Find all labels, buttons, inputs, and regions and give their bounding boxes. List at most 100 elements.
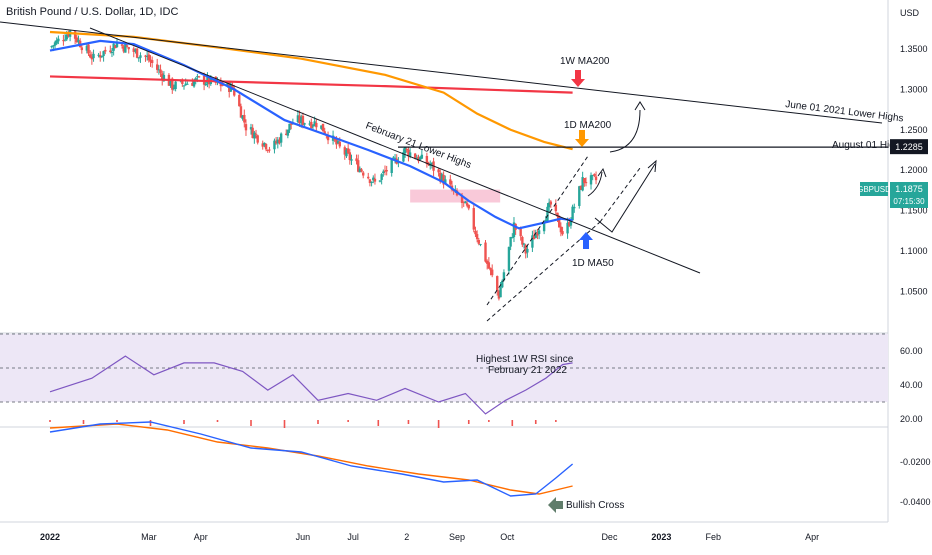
candle-body — [405, 148, 408, 150]
candle-body — [373, 178, 377, 182]
candle-body — [507, 246, 511, 271]
rsi-tick-label: 60.00 — [900, 346, 923, 356]
price-tick-label: 1.0500 — [900, 286, 928, 296]
candle-body — [594, 176, 598, 181]
candle-body — [204, 83, 207, 86]
candle-body — [192, 80, 196, 87]
candle-body — [120, 44, 124, 46]
time-tick-label: Dec — [601, 532, 618, 542]
macd-histogram-bar — [534, 420, 537, 424]
candle-body — [460, 195, 464, 203]
candle-body — [474, 231, 477, 235]
candle-body — [444, 179, 447, 184]
candle-body — [392, 157, 395, 159]
candle-body — [569, 220, 573, 226]
macd-histogram-bar — [283, 420, 286, 428]
label-bullish-cross: Bullish Cross — [566, 500, 624, 511]
candle-body — [244, 124, 248, 131]
label-rsi-annotation: Highest 1W RSI since — [476, 354, 574, 365]
candle-body — [239, 106, 243, 118]
candle-body — [89, 54, 92, 58]
candle-body — [125, 45, 129, 47]
candle-body — [420, 154, 424, 159]
candle-body — [52, 45, 55, 47]
candle-body — [308, 123, 311, 125]
level-badge — [890, 139, 928, 155]
candle-body — [114, 45, 117, 49]
candle-body — [169, 79, 172, 86]
candle-body — [249, 127, 253, 130]
macd-histogram-bar — [555, 420, 557, 422]
candle-body — [380, 174, 383, 180]
candle-body — [55, 40, 58, 44]
candle-body — [403, 147, 407, 154]
candle-body — [261, 143, 264, 147]
projection-arrow-head — [597, 167, 607, 178]
macd-histogram-bar — [82, 420, 85, 424]
candle-body — [368, 179, 372, 184]
chart-title: British Pound / U.S. Dollar, 1D, IDC — [6, 6, 179, 18]
candle-body — [437, 169, 440, 173]
price-tick-label: 1.3500 — [900, 44, 928, 54]
candle-body — [139, 55, 142, 58]
rsi-tick-label: 20.00 — [900, 414, 923, 424]
candle-body — [336, 141, 340, 144]
candle-body — [350, 159, 353, 161]
candle-body — [417, 156, 420, 162]
candle-body — [382, 171, 385, 174]
candle-body — [85, 45, 89, 51]
candle-body — [554, 204, 558, 212]
candle-body — [583, 178, 586, 183]
candle-body — [311, 125, 315, 127]
candle-body — [124, 44, 127, 53]
candle-body — [360, 169, 363, 172]
candle-body — [367, 176, 370, 179]
candle-body — [296, 115, 300, 123]
candle-body — [274, 141, 278, 144]
candle-body — [290, 123, 293, 125]
candle-body — [546, 206, 549, 222]
candle-body — [251, 127, 254, 139]
candle-body — [264, 143, 268, 150]
time-tick-label: Apr — [194, 532, 208, 542]
candle-body — [186, 83, 189, 85]
candle-body — [357, 160, 360, 172]
candle-body — [184, 83, 187, 86]
price-badge-value: 1.1875 — [895, 184, 923, 194]
macd-histogram-bar — [467, 420, 470, 424]
candle-body — [300, 116, 303, 124]
macd-histogram-bar — [216, 420, 219, 422]
macd-histogram-bar — [49, 420, 51, 422]
candle-body — [149, 59, 152, 62]
candle-body — [298, 115, 301, 124]
candle-body — [479, 244, 482, 246]
candle-body — [73, 31, 77, 39]
candle-body — [378, 180, 382, 182]
candle-body — [491, 269, 494, 276]
candle-body — [430, 162, 434, 165]
candle-body — [321, 123, 325, 132]
candle-body — [338, 141, 341, 147]
candle-body — [253, 132, 256, 139]
candle-body — [559, 226, 563, 233]
label-1d-ma200: 1D MA200 — [564, 120, 612, 131]
candle-body — [358, 168, 362, 172]
candle-body — [521, 237, 524, 245]
resistance-zone — [410, 189, 501, 203]
candle-body — [145, 56, 149, 58]
macd-histogram-bar — [149, 420, 152, 426]
candle-body — [104, 49, 107, 52]
arrow-down-orange-icon — [575, 130, 589, 147]
time-tick-label: Sep — [449, 532, 465, 542]
candle-body — [522, 243, 526, 245]
macd-histogram-bar — [317, 420, 319, 424]
ma200-1w-line — [49, 75, 573, 94]
price-tick-label: 1.2000 — [900, 165, 928, 175]
candle-body — [109, 50, 112, 52]
candle-body — [256, 135, 259, 143]
candle-body — [477, 240, 480, 244]
macd-histogram-bar — [347, 420, 349, 422]
candle-body — [345, 149, 348, 157]
